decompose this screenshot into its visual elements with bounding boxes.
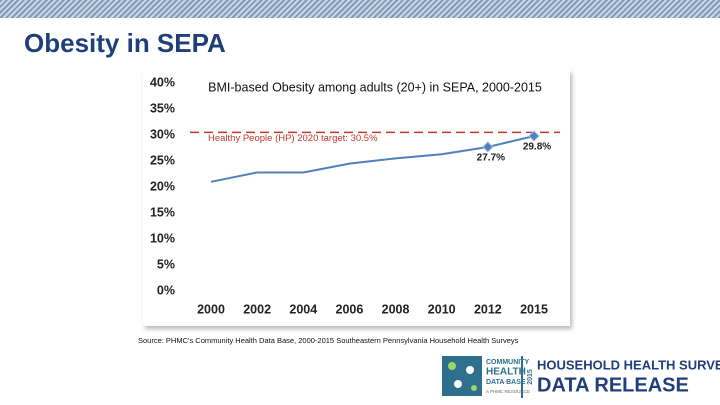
logo-dot	[454, 380, 462, 388]
y-tick-label: 15%	[150, 205, 175, 219]
x-tick-label: 2002	[243, 302, 271, 316]
data-label: 29.8%	[523, 142, 551, 153]
series-line	[210, 135, 535, 183]
logo-dot	[466, 366, 474, 374]
chart-title: BMI-based Obesity among adults (20+) in …	[208, 80, 542, 94]
source-note: Source: PHMC's Community Health Data Bas…	[138, 336, 519, 345]
logo-text: A PHMC RESOURCE	[486, 389, 530, 394]
y-tick-label: 35%	[150, 101, 175, 115]
point-marker	[528, 130, 540, 142]
y-tick-label: 5%	[157, 257, 175, 271]
logo-text: HEALTH	[486, 367, 526, 378]
logo-text: DATA BASE	[486, 379, 526, 386]
point-marker	[482, 141, 494, 153]
logo-release: DATA RELEASE	[537, 374, 689, 396]
x-tick-label: 2004	[289, 302, 317, 316]
logo-year: 2015	[527, 369, 534, 385]
slide-title: Obesity in SEPA	[24, 28, 226, 58]
data-label: 27.7%	[477, 153, 505, 164]
logo-dot	[471, 385, 477, 391]
logo-text: COMMUNITY	[486, 359, 529, 366]
y-tick-label: 20%	[150, 179, 175, 193]
x-tick-label: 2015	[520, 302, 548, 316]
x-tick-label: 2006	[336, 302, 364, 316]
y-tick-label: 0%	[157, 283, 175, 297]
y-tick-label: 10%	[150, 231, 175, 245]
x-tick-label: 2008	[382, 302, 410, 316]
logo: COMMUNITY HEALTH DATA BASE A PHMC RESOUR…	[442, 356, 720, 398]
chart-frame	[143, 70, 570, 326]
y-tick-label: 40%	[150, 75, 175, 89]
x-tick-label: 2000	[197, 302, 225, 316]
header-stripe	[0, 0, 720, 18]
target-label: Healthy People (HP) 2020 target: 30.5%	[208, 133, 378, 144]
x-tick-label: 2010	[428, 302, 456, 316]
x-tick-label: 2012	[474, 302, 502, 316]
y-tick-label: 30%	[150, 127, 175, 141]
y-tick-label: 25%	[150, 153, 175, 167]
logo-survey: HOUSEHOLD HEALTH SURVEY	[537, 357, 720, 372]
logo-dot	[448, 362, 456, 370]
